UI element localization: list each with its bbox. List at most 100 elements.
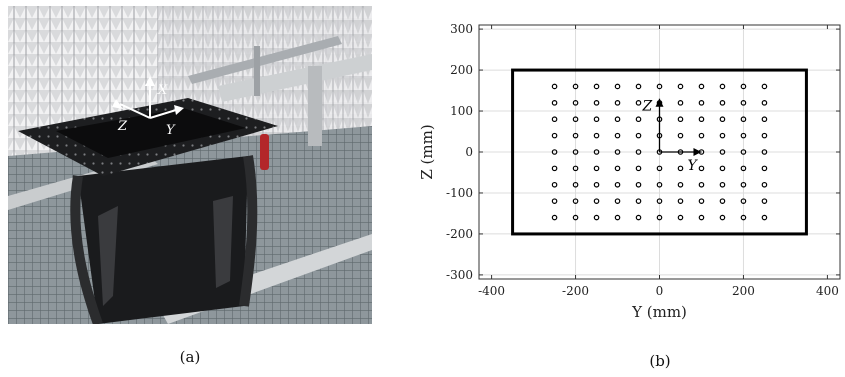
mic-point	[761, 132, 768, 139]
mic-point	[635, 198, 642, 204]
mic-point	[593, 198, 600, 204]
mic-point	[761, 100, 768, 106]
x-axis-label: Y (mm)	[631, 303, 687, 321]
mic-point	[572, 214, 579, 221]
mic-point	[551, 214, 558, 221]
mic-point	[719, 181, 726, 188]
caption-b: (b)	[649, 352, 671, 370]
mic-point	[761, 165, 768, 172]
mic-point	[551, 132, 558, 139]
y-tick-label: 100	[450, 104, 473, 118]
mic-point	[614, 116, 621, 123]
mic-point	[593, 116, 600, 123]
x-tick-label: -200	[562, 284, 589, 298]
mic-point	[551, 198, 558, 204]
mic-point	[593, 214, 600, 221]
mic-point	[677, 181, 684, 188]
mic-point	[614, 83, 621, 90]
mic-point	[677, 198, 684, 204]
mic-point	[719, 100, 726, 106]
mic-point	[593, 132, 600, 139]
y-axis-label: Z (mm)	[418, 124, 436, 179]
mic-point	[614, 198, 621, 204]
mic-point	[635, 214, 642, 221]
y-tick-label: -300	[446, 268, 473, 282]
mic-point	[677, 132, 684, 139]
mic-point	[740, 149, 747, 155]
mic-point	[551, 100, 558, 106]
mic-point	[740, 83, 747, 90]
mic-point	[551, 181, 558, 188]
mic-point	[593, 165, 600, 172]
mic-point	[635, 149, 642, 155]
y-tick-label: -200	[446, 227, 473, 241]
mic-point	[593, 149, 600, 155]
mic-point	[698, 132, 705, 139]
mic-point	[635, 83, 642, 90]
mic-point	[551, 116, 558, 123]
x-tick-label: -400	[478, 284, 505, 298]
mic-point	[740, 181, 747, 188]
arrowhead-z	[655, 98, 664, 107]
mic-point	[572, 181, 579, 188]
mic-point	[740, 214, 747, 221]
mic-point	[740, 100, 747, 106]
mic-point	[698, 116, 705, 123]
axes: -400 -200 0 200 400 -300 -200 -100 0 100 200 300 Y (…	[418, 22, 841, 321]
mic-point	[761, 116, 768, 123]
mic-point	[593, 181, 600, 188]
mic-point	[656, 181, 663, 188]
photo-panel: X Y Z	[8, 6, 372, 326]
mic-point	[572, 165, 579, 172]
mic-point	[740, 132, 747, 139]
mic-point	[698, 100, 705, 106]
mic-point	[677, 116, 684, 123]
mic-point	[677, 214, 684, 221]
mic-point	[593, 100, 600, 106]
mic-point	[572, 100, 579, 106]
mic-point	[677, 100, 684, 106]
y-tick-label: 300	[450, 22, 473, 36]
mic-point	[614, 165, 621, 172]
mic-point	[719, 83, 726, 90]
mic-point	[698, 214, 705, 221]
mic-point	[614, 214, 621, 221]
mic-point	[656, 198, 663, 204]
mic-point	[740, 198, 747, 204]
photo-axis-y: Y	[166, 123, 176, 138]
mic-point	[761, 181, 768, 188]
mic-point	[761, 149, 768, 155]
enclosure-outline	[511, 68, 808, 236]
mic-point	[551, 165, 558, 172]
mic-point	[719, 149, 726, 155]
mic-point	[572, 116, 579, 123]
mic-point	[635, 132, 642, 139]
mic-point	[572, 198, 579, 204]
photo-axes	[112, 76, 184, 119]
mic-point	[677, 83, 684, 90]
x-tick-label: 0	[656, 284, 664, 298]
mic-point	[635, 181, 642, 188]
position-chart: ZY -400 -200 0 200 400-300-200-1000100200300…	[418, 22, 841, 321]
mic-point	[614, 132, 621, 139]
mic-point	[551, 149, 558, 155]
axis-arrows: ZY	[642, 98, 702, 174]
y-tick-label: -100	[446, 186, 473, 200]
mic-point	[635, 165, 642, 172]
mic-point	[635, 116, 642, 123]
mic-point	[719, 165, 726, 172]
photo-axis-x: X	[157, 83, 168, 98]
mic-point	[656, 165, 663, 172]
mic-point	[719, 132, 726, 139]
enclosure	[78, 156, 248, 324]
arrow-label-y: Y	[687, 158, 698, 174]
y-tick-label: 0	[465, 145, 473, 159]
mic-point	[761, 198, 768, 204]
mic-point	[719, 116, 726, 123]
mic-point	[740, 165, 747, 172]
mic-point	[677, 165, 684, 172]
red-sensor	[260, 134, 269, 170]
mic-point	[635, 100, 642, 106]
photo-axis-z: Z	[117, 119, 128, 134]
